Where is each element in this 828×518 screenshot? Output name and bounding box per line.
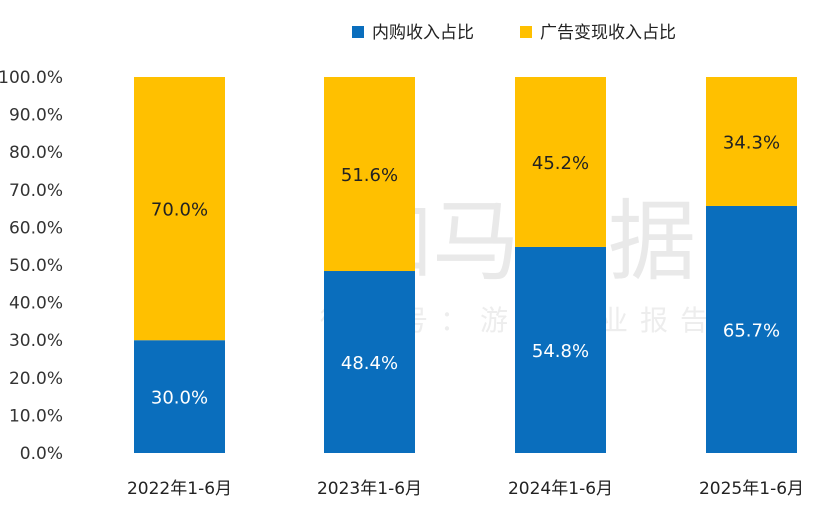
- bar-segment-series-1-4: [706, 205, 797, 453]
- bar-segment-series-1-2: [324, 271, 415, 453]
- bar-segment-series-2-4: [706, 77, 797, 206]
- legend-swatch-series-1: [352, 26, 364, 38]
- data-label-series-2-1: 70.0%: [151, 200, 208, 221]
- data-label-series-1-3: 54.8%: [532, 341, 589, 362]
- x-tick-label: 2024年1-6月: [508, 479, 613, 499]
- legend-label-series-1: 内购收入占比: [372, 23, 474, 43]
- y-tick-label: 50.0%: [9, 256, 63, 276]
- data-label-series-2-2: 51.6%: [341, 165, 398, 186]
- y-tick-label: 10.0%: [9, 406, 63, 426]
- y-tick-label: 100.0%: [0, 68, 63, 88]
- bar-segment-series-2-2: [324, 77, 415, 272]
- y-axis: 0.0% 10.0% 20.0% 30.0% 40.0% 50.0% 60.0% 70.0% 8…: [0, 68, 63, 464]
- data-label-series-1-4: 65.7%: [723, 320, 780, 341]
- x-tick-label: 2022年1-6月: [127, 479, 232, 499]
- bar-segment-series-2-3: [515, 77, 606, 247]
- legend-swatch-series-2: [520, 26, 532, 38]
- x-axis: 2022年1-6月 2023年1-6月 2024年1-6月 2025年1-6月: [127, 479, 804, 499]
- x-tick-label: 2023年1-6月: [317, 479, 422, 499]
- legend-label-series-2: 广告变现收入占比: [540, 23, 676, 43]
- data-label-series-2-4: 34.3%: [723, 132, 780, 153]
- bars: [134, 77, 797, 453]
- legend: 内购收入占比 广告变现收入占比: [352, 23, 676, 43]
- bar-segment-series-1-1: [134, 340, 225, 453]
- y-tick-label: 0.0%: [20, 444, 63, 464]
- data-label-series-1-2: 48.4%: [341, 353, 398, 374]
- data-label-series-2-3: 45.2%: [532, 153, 589, 174]
- y-tick-label: 30.0%: [9, 331, 63, 351]
- y-tick-label: 70.0%: [9, 181, 63, 201]
- x-tick-label: 2025年1-6月: [699, 479, 804, 499]
- y-tick-label: 90.0%: [9, 106, 63, 126]
- data-label-series-1-1: 30.0%: [151, 388, 208, 409]
- y-tick-label: 40.0%: [9, 294, 63, 314]
- y-tick-label: 20.0%: [9, 369, 63, 389]
- bar-segment-series-1-3: [515, 246, 606, 453]
- y-tick-label: 60.0%: [9, 218, 63, 238]
- data-labels: 30.0% 70.0% 48.4% 51.6% 54.8% 45.2% 65.7% 34.3%: [151, 132, 780, 408]
- bar-segment-series-2-1: [134, 77, 225, 341]
- y-tick-label: 80.0%: [9, 143, 63, 163]
